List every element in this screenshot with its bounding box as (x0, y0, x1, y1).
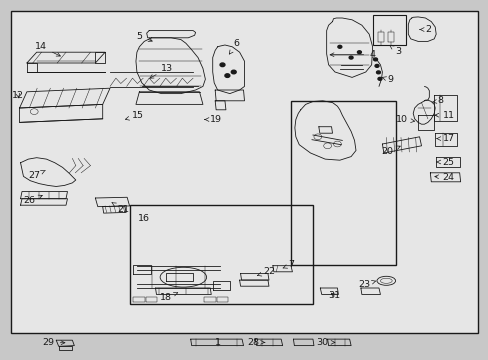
Text: 29: 29 (42, 338, 65, 347)
Text: 19: 19 (204, 115, 222, 124)
Text: 30: 30 (316, 338, 334, 347)
Text: 12: 12 (12, 91, 24, 100)
Text: 23: 23 (358, 280, 375, 289)
Circle shape (224, 74, 229, 77)
Text: 3: 3 (389, 45, 401, 56)
Text: 25: 25 (436, 158, 454, 166)
Circle shape (231, 70, 236, 74)
Bar (290, 101, 395, 265)
Text: 27: 27 (28, 170, 45, 180)
Text: 15: 15 (125, 112, 144, 120)
Text: 16: 16 (138, 215, 150, 223)
Circle shape (376, 71, 380, 74)
Circle shape (220, 63, 224, 67)
Bar (129, 205, 312, 304)
Text: 18: 18 (160, 292, 177, 302)
Text: 4: 4 (329, 50, 374, 59)
Text: 26: 26 (23, 195, 42, 205)
Circle shape (357, 51, 361, 54)
Text: 8: 8 (431, 96, 443, 105)
Text: 17: 17 (436, 134, 454, 143)
Bar (372, 15, 405, 45)
Text: 7: 7 (283, 260, 294, 269)
Text: 31: 31 (328, 292, 340, 300)
Circle shape (373, 58, 377, 61)
Text: 2: 2 (419, 25, 430, 34)
Text: 20: 20 (381, 146, 400, 157)
Circle shape (337, 45, 341, 48)
Text: 11: 11 (434, 111, 454, 120)
Text: 6: 6 (229, 40, 239, 54)
Text: 14: 14 (35, 42, 60, 56)
Text: 28: 28 (246, 338, 264, 347)
Text: 10: 10 (395, 115, 414, 124)
Text: 5: 5 (137, 32, 152, 41)
Text: 21: 21 (112, 203, 129, 214)
Text: 24: 24 (434, 173, 454, 182)
Circle shape (348, 56, 352, 59)
Text: 1: 1 (214, 338, 220, 347)
Circle shape (377, 77, 381, 80)
Bar (11, 11, 477, 333)
Circle shape (374, 64, 378, 67)
Text: 9: 9 (381, 76, 392, 85)
Text: 22: 22 (257, 267, 275, 276)
Text: 13: 13 (149, 64, 173, 78)
